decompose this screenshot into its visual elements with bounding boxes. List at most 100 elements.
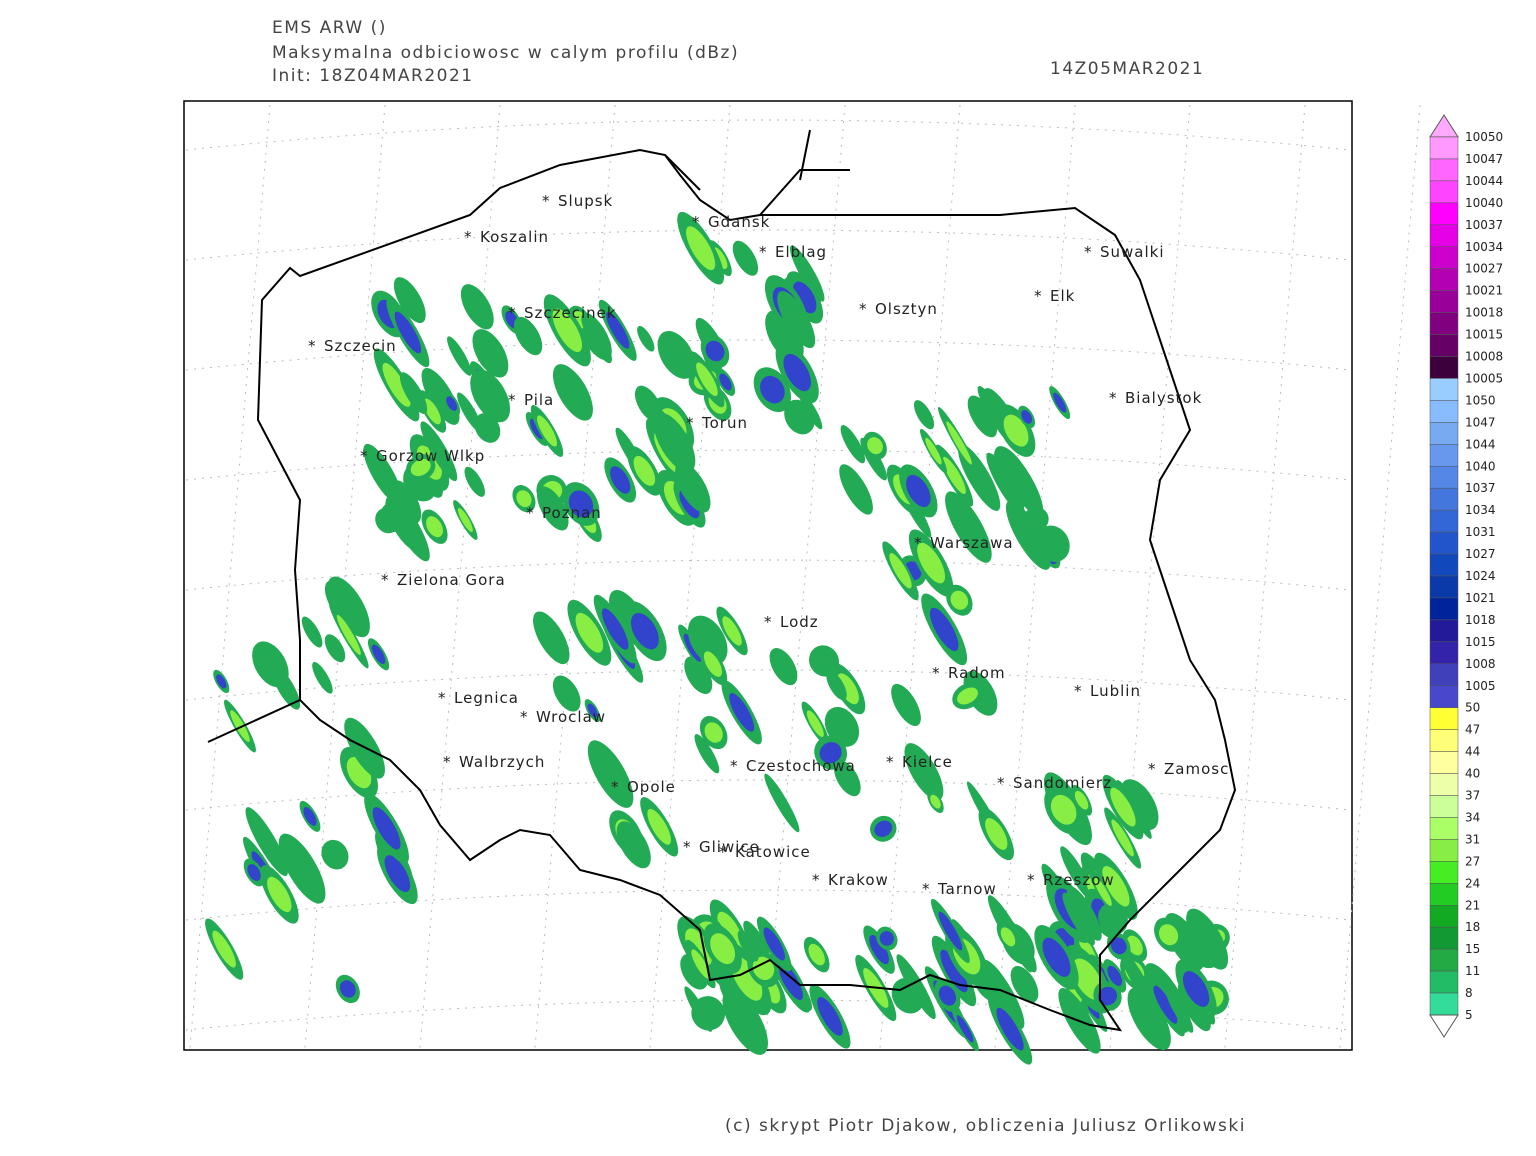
echo-cell [271,666,301,710]
echo-core [879,931,894,946]
legend-label: 27 [1465,854,1480,868]
echo-core [247,864,261,881]
graticule-line [185,559,1351,591]
city-marker: * [443,753,452,771]
echo-cell [399,372,428,415]
legend-label: 10018 [1465,306,1503,320]
legend-swatch [1429,136,1459,160]
echo-core [817,997,843,1036]
city-label: Sandomierz [1013,774,1112,792]
echo-core [956,1015,974,1043]
echo-cell [913,400,935,430]
city-marker: * [1027,871,1036,889]
echo-cell [769,648,798,686]
legend-swatch [1429,641,1459,665]
city-marker: * [1109,389,1118,407]
legend-swatch [1429,268,1459,291]
graticule-line [649,104,731,1049]
echo-core [792,281,817,314]
echo-core [696,362,718,397]
legend-swatch [1429,597,1459,621]
echo-core [710,933,736,965]
field-title: Maksymalna odbiciowosc w calym profilu (… [272,43,739,63]
echo-cell [1120,779,1159,830]
city-marker: * [308,337,317,355]
echo-cell [472,329,509,378]
echo-core [1182,971,1210,1007]
graticule-line [189,104,271,1049]
echo-cell [470,369,511,423]
legend-label: 1050 [1465,393,1496,407]
echo-cell [375,508,399,534]
city-label: Olsztyn [875,300,938,318]
echo-cell [684,986,713,1032]
echo-cell [896,954,936,1020]
graticule-line [994,104,1076,1049]
echo-core [889,553,912,589]
legend-label: 10021 [1465,284,1503,298]
echo-core [940,949,968,993]
echo-cell [1118,946,1159,1014]
echo-cell [587,740,634,808]
city-marker: * [932,664,941,682]
legend-label: 1024 [1465,569,1496,583]
coastline [207,129,850,743]
echo-cell [447,336,472,376]
echo-core [1042,937,1071,977]
city-marker: * [611,778,620,796]
model-title: EMS ARW () [272,18,387,38]
echo-core [212,930,236,968]
echo-cell [1022,507,1049,533]
legend-swatch [1429,444,1459,467]
echo-core [1050,794,1077,825]
echo-cell [732,240,759,276]
echo-core [216,674,227,689]
graticule-line [764,104,846,1049]
echo-cell [301,616,323,648]
echo-core [575,612,604,653]
legend-label: 10015 [1465,328,1503,342]
echo-cell [1062,892,1095,946]
graticule-line [185,339,1351,371]
city-label: Kielce [902,753,953,771]
echo-cell [312,661,333,694]
echo-core [457,508,473,532]
legend-label: 18 [1465,920,1480,934]
echo-core [704,722,723,743]
echo-cell [784,399,815,435]
legend-label: 50 [1465,701,1480,715]
city-label: Krakow [828,871,889,889]
city-marker: * [381,571,390,589]
city-marker: * [1148,760,1157,778]
echo-core [752,956,775,980]
legend-label: 47 [1465,723,1480,737]
city-marker: * [526,504,535,522]
echo-cell [694,734,720,774]
city-label: Katowice [735,843,811,861]
echo-cell [1186,928,1210,962]
echo-core [601,608,629,650]
legend-label: 10005 [1465,371,1503,385]
echo-core [929,607,959,652]
legend-swatch [1429,158,1459,182]
legend-label: 1037 [1465,481,1496,495]
legend-label: 10008 [1465,350,1503,364]
city-marker: * [508,391,517,409]
echo-cell [1186,908,1229,970]
city-marker: * [1074,682,1083,700]
echo-core [906,474,931,508]
city-label: Elk [1050,287,1075,305]
echo-core [371,644,386,664]
city-marker: * [730,757,739,775]
echo-core [1111,819,1134,857]
legend-swatch [1429,619,1459,643]
legend-swatch [1429,224,1459,248]
echo-cell [789,245,825,302]
legend-label: 1015 [1465,635,1496,649]
city-marker: * [360,447,369,465]
legend-label: 1027 [1465,547,1496,561]
graticule-line [185,669,1351,701]
graticule-line [185,779,1351,811]
echo-core [552,308,583,353]
